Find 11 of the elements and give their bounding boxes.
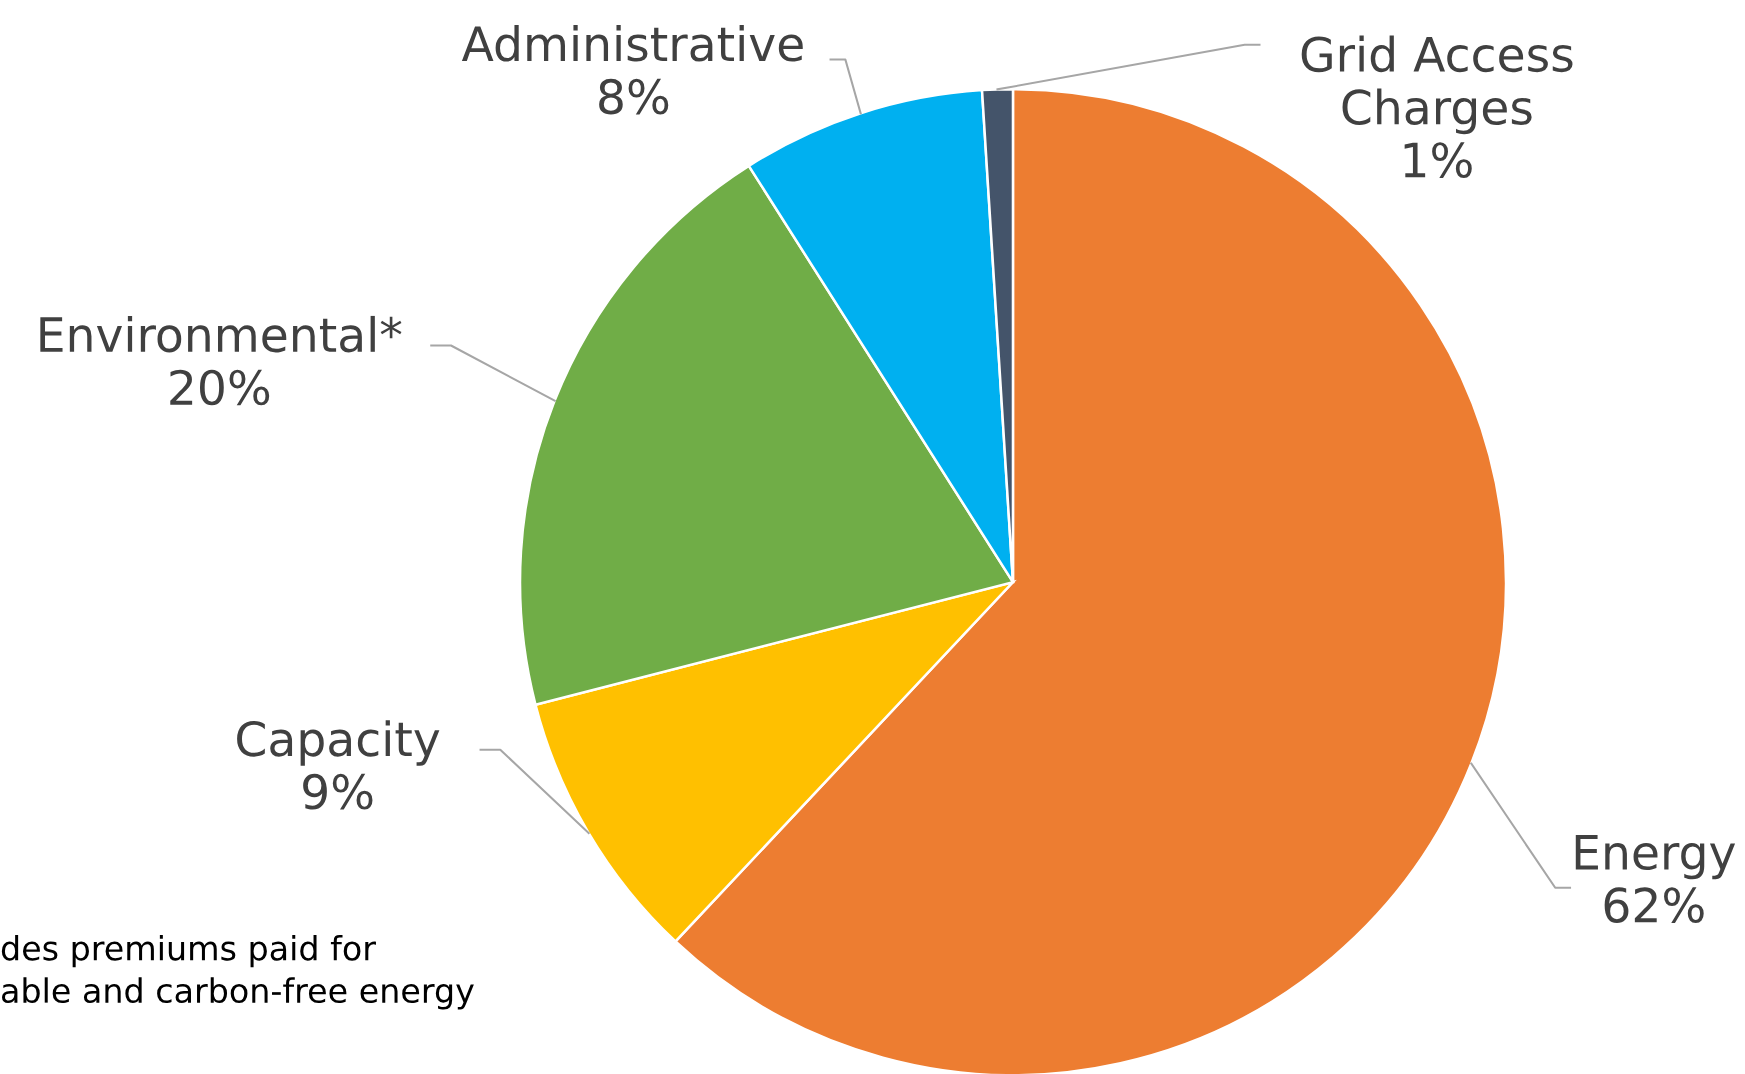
data-label: 1% [1404,142,1472,178]
slice-label: Administrative [461,25,803,62]
data-label: 62% [1604,887,1704,923]
slice-label: Grid Access Charges [1301,35,1573,135]
data-label: 20% [170,369,270,406]
text: des premiums paid for able and carbon-free energy [1,934,474,1010]
slice-label: Energy [1575,834,1736,880]
slice-label: Capacity [237,720,440,766]
data-label: 8% [599,78,669,115]
data-label: 9% [303,773,373,810]
slice-label: Environmental* [40,315,402,353]
